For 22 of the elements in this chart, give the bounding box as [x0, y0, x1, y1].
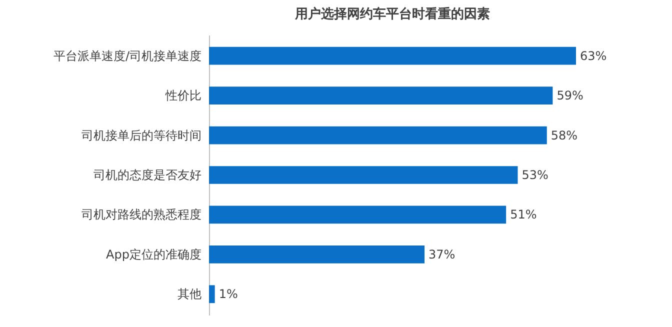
bar — [209, 245, 425, 264]
bar — [209, 285, 215, 304]
y-tick-label: 其他 — [178, 287, 202, 302]
data-label: 51% — [510, 208, 537, 222]
y-tick-label: 司机的态度是否友好 — [94, 168, 202, 182]
bar — [209, 206, 506, 224]
y-tick-label: 司机对路线的熟悉程度 — [82, 208, 202, 222]
y-tick-label: 性价比 — [164, 88, 202, 103]
bar — [209, 86, 553, 105]
data-label: 1% — [218, 287, 238, 302]
bar — [209, 46, 576, 65]
bar — [209, 166, 518, 184]
y-tick-label: 平台派单速度/司机接单速度 — [53, 48, 202, 63]
data-label: 37% — [428, 247, 456, 262]
data-label: 58% — [550, 128, 578, 142]
chart-title: 用户选择网约车平台时看重的因素 — [294, 6, 490, 22]
data-label: 59% — [556, 88, 584, 103]
data-label: 53% — [522, 168, 548, 182]
data-label: 63% — [580, 48, 607, 63]
y-tick-label: App定位的准确度 — [106, 247, 202, 262]
y-tick-label: 司机接单后的等待时间 — [82, 128, 202, 142]
bar — [209, 126, 547, 144]
